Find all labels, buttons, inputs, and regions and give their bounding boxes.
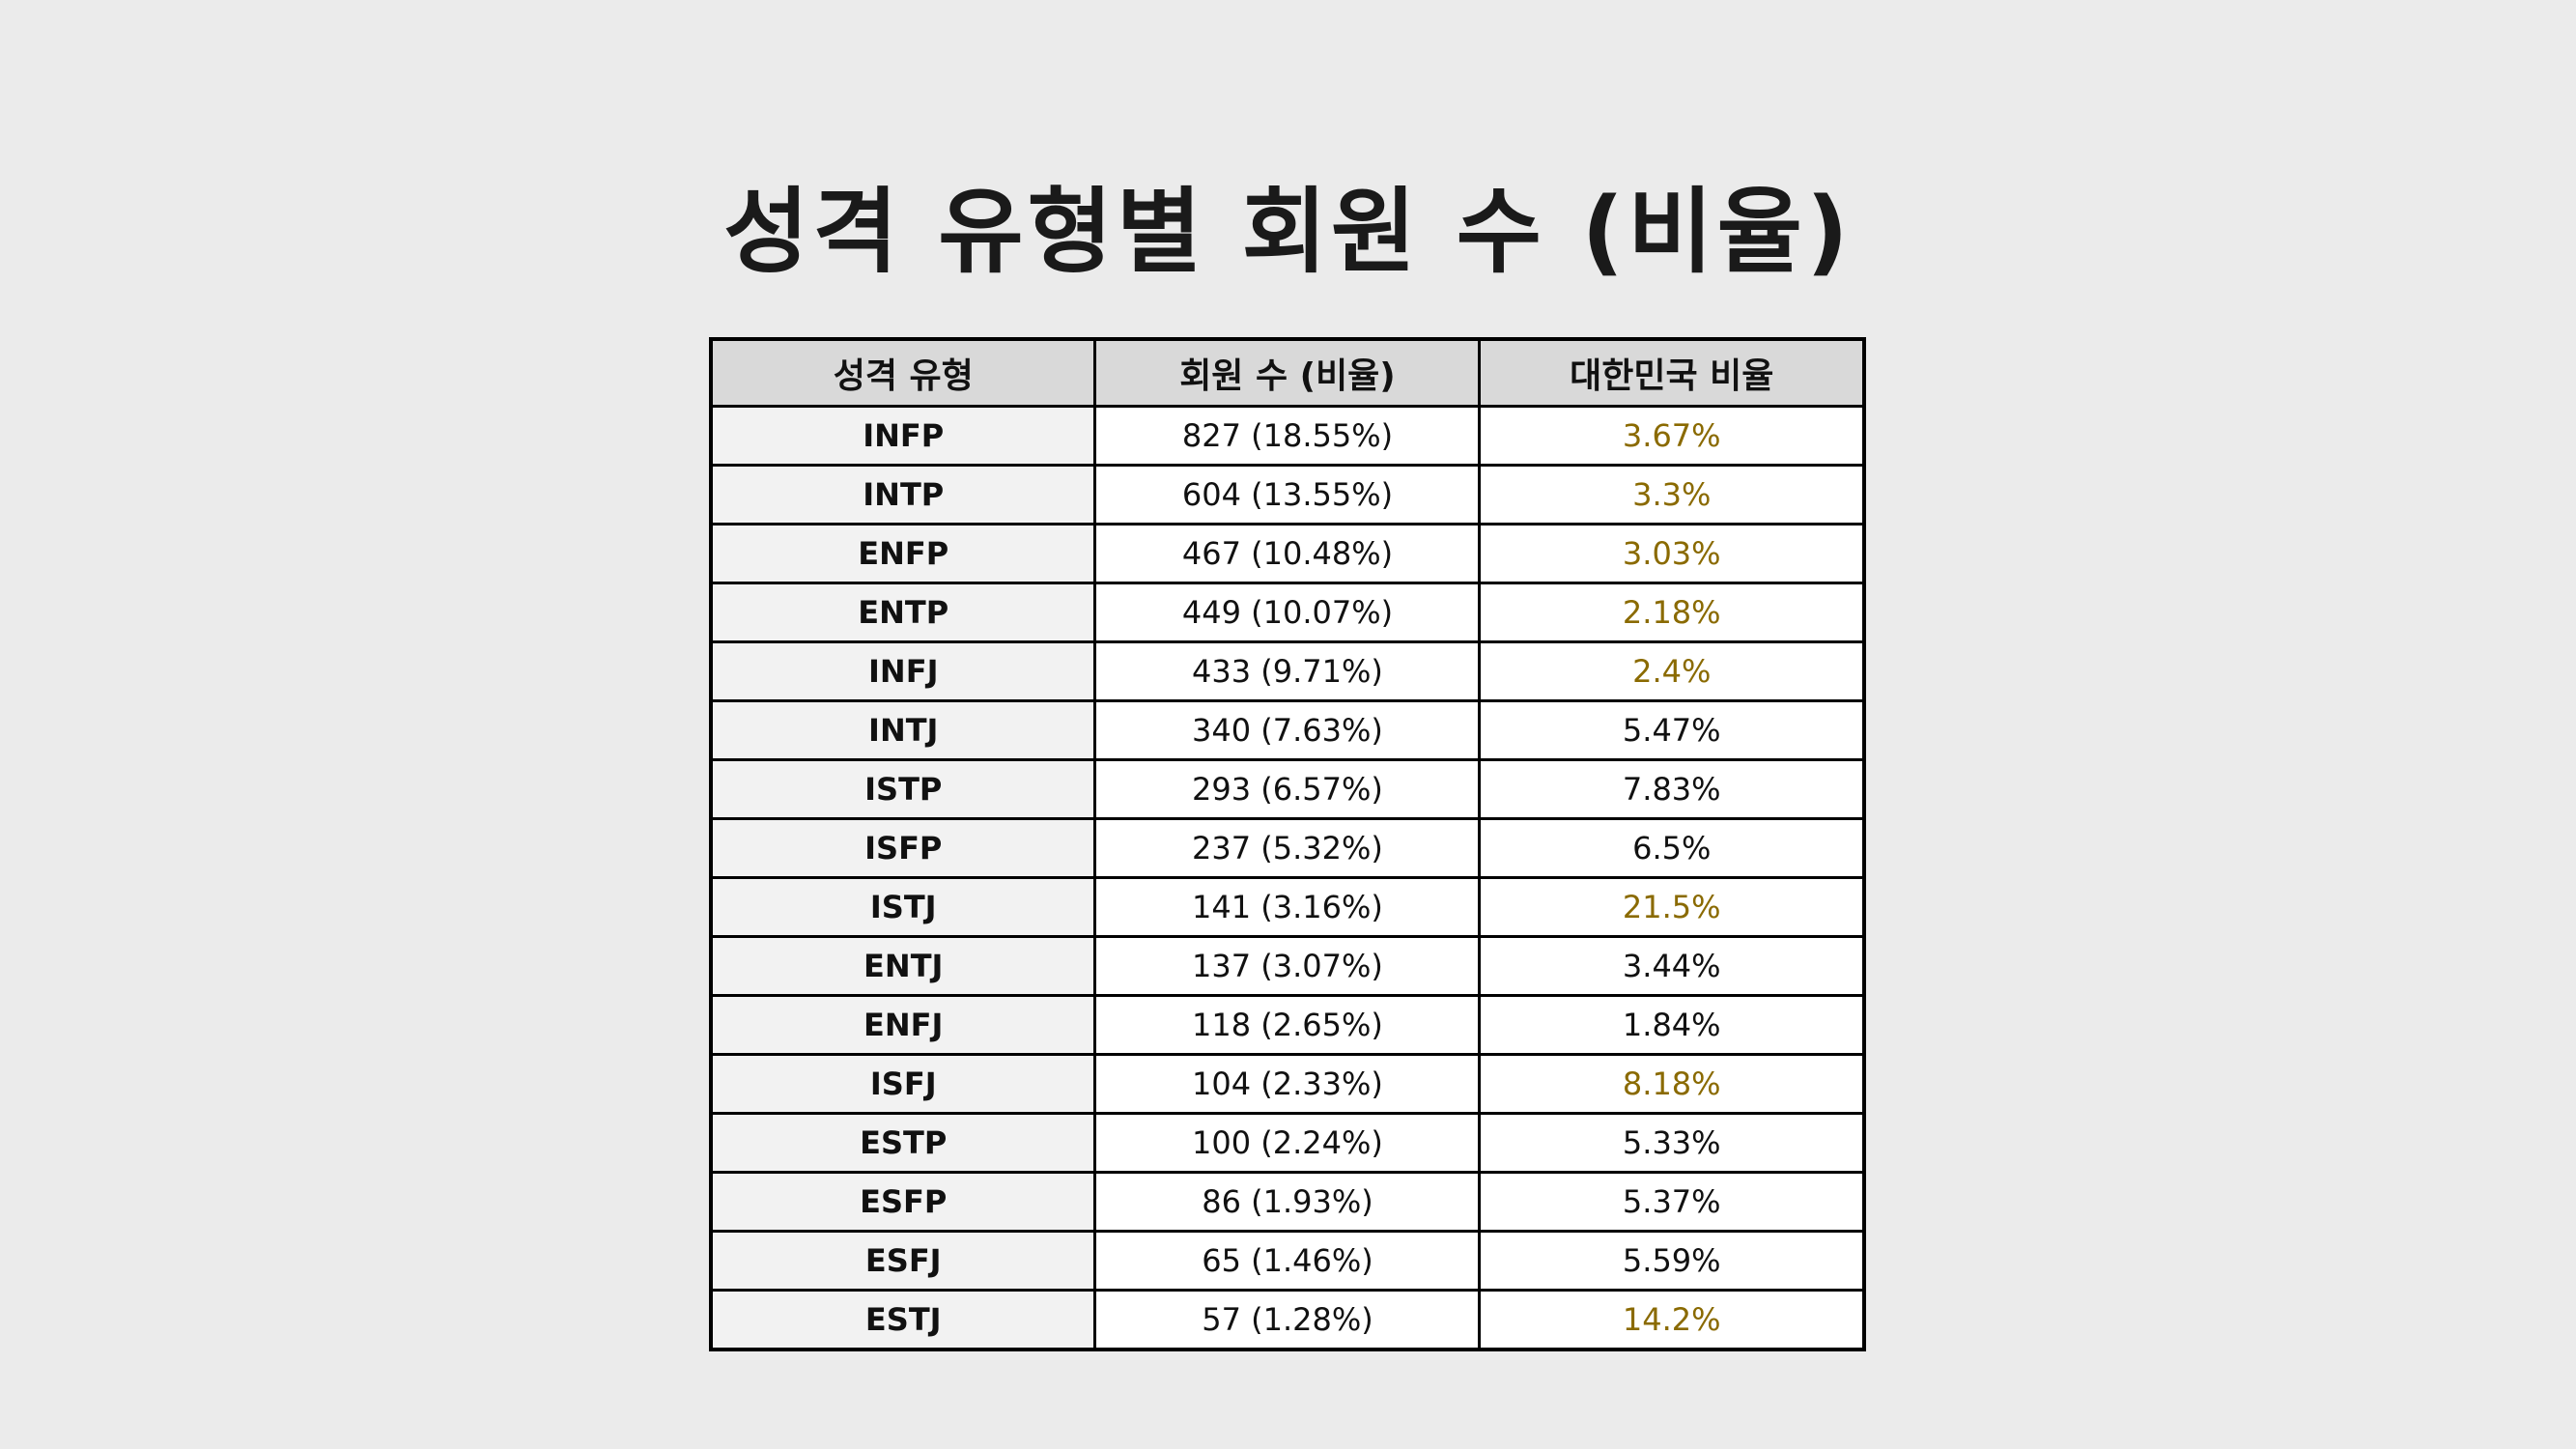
cell-type: ESFJ	[709, 1230, 1097, 1292]
cell-member-count: 86 (1.93%)	[1093, 1171, 1482, 1233]
cell-type: ESTJ	[709, 1289, 1097, 1351]
cell-korea-ratio: 3.3%	[1478, 464, 1866, 526]
cell-type: ESTP	[709, 1112, 1097, 1174]
cell-member-count: 65 (1.46%)	[1093, 1230, 1482, 1292]
cell-korea-ratio: 5.37%	[1478, 1171, 1866, 1233]
cell-member-count: 604 (13.55%)	[1093, 464, 1482, 526]
table-row: INTJ 340 (7.63%) 5.47%	[709, 699, 1866, 761]
table-row: ISTJ 141 (3.16%) 21.5%	[709, 876, 1866, 938]
cell-member-count: 449 (10.07%)	[1093, 582, 1482, 643]
table-row: ISFJ 104 (2.33%) 8.18%	[709, 1053, 1866, 1115]
table-row: ISTP 293 (6.57%) 7.83%	[709, 758, 1866, 820]
cell-korea-ratio: 3.03%	[1478, 523, 1866, 584]
cell-type: INFP	[709, 405, 1097, 467]
table-row: ENTP 449 (10.07%) 2.18%	[709, 582, 1866, 643]
cell-member-count: 141 (3.16%)	[1093, 876, 1482, 938]
header-type: 성격 유형	[709, 337, 1097, 408]
cell-korea-ratio: 7.83%	[1478, 758, 1866, 820]
cell-member-count: 827 (18.55%)	[1093, 405, 1482, 467]
cell-type: ISTJ	[709, 876, 1097, 938]
cell-type: ENFP	[709, 523, 1097, 584]
mbti-member-table: 성격 유형 회원 수 (비율) 대한민국 비율 INFP 827 (18.55%)…	[709, 337, 1866, 1351]
cell-korea-ratio: 2.4%	[1478, 640, 1866, 702]
cell-member-count: 237 (5.32%)	[1093, 817, 1482, 879]
header-korea-ratio: 대한민국 비율	[1478, 337, 1866, 408]
cell-korea-ratio: 1.84%	[1478, 994, 1866, 1056]
cell-korea-ratio: 5.33%	[1478, 1112, 1866, 1174]
cell-type: ENFJ	[709, 994, 1097, 1056]
table-row: INFJ 433 (9.71%) 2.4%	[709, 640, 1866, 702]
cell-member-count: 340 (7.63%)	[1093, 699, 1482, 761]
table-row: INTP 604 (13.55%) 3.3%	[709, 464, 1866, 526]
cell-korea-ratio: 14.2%	[1478, 1289, 1866, 1351]
table-row: ESTJ 57 (1.28%) 14.2%	[709, 1289, 1866, 1351]
cell-member-count: 137 (3.07%)	[1093, 935, 1482, 997]
table-body: INFP 827 (18.55%) 3.67% INTP 604 (13.55%) 3.3…	[709, 405, 1866, 1351]
cell-type: ISFP	[709, 817, 1097, 879]
table-row: ENTJ 137 (3.07%) 3.44%	[709, 935, 1866, 997]
cell-type: ISTP	[709, 758, 1097, 820]
cell-member-count: 293 (6.57%)	[1093, 758, 1482, 820]
table-header-row: 성격 유형 회원 수 (비율) 대한민국 비율	[709, 337, 1866, 408]
cell-type: INTJ	[709, 699, 1097, 761]
cell-member-count: 118 (2.65%)	[1093, 994, 1482, 1056]
table-row: ISFP 237 (5.32%) 6.5%	[709, 817, 1866, 879]
cell-member-count: 100 (2.24%)	[1093, 1112, 1482, 1174]
cell-korea-ratio: 6.5%	[1478, 817, 1866, 879]
table-row: ESTP 100 (2.24%) 5.33%	[709, 1112, 1866, 1174]
table-row: ENFP 467 (10.48%) 3.03%	[709, 523, 1866, 584]
table-row: INFP 827 (18.55%) 3.67%	[709, 405, 1866, 467]
cell-korea-ratio: 8.18%	[1478, 1053, 1866, 1115]
cell-korea-ratio: 3.44%	[1478, 935, 1866, 997]
table-row: ESFJ 65 (1.46%) 5.59%	[709, 1230, 1866, 1292]
cell-member-count: 57 (1.28%)	[1093, 1289, 1482, 1351]
cell-korea-ratio: 2.18%	[1478, 582, 1866, 643]
cell-type: ENTJ	[709, 935, 1097, 997]
cell-member-count: 433 (9.71%)	[1093, 640, 1482, 702]
cell-member-count: 104 (2.33%)	[1093, 1053, 1482, 1115]
cell-type: INFJ	[709, 640, 1097, 702]
page-title: 성격 유형별 회원 수 (비율)	[723, 178, 1853, 286]
cell-type: ESFP	[709, 1171, 1097, 1233]
table-row: ESFP 86 (1.93%) 5.37%	[709, 1171, 1866, 1233]
cell-member-count: 467 (10.48%)	[1093, 523, 1482, 584]
cell-type: INTP	[709, 464, 1097, 526]
cell-korea-ratio: 5.47%	[1478, 699, 1866, 761]
table-row: ENFJ 118 (2.65%) 1.84%	[709, 994, 1866, 1056]
cell-korea-ratio: 3.67%	[1478, 405, 1866, 467]
header-member-count: 회원 수 (비율)	[1093, 337, 1482, 408]
cell-korea-ratio: 5.59%	[1478, 1230, 1866, 1292]
cell-korea-ratio: 21.5%	[1478, 876, 1866, 938]
cell-type: ENTP	[709, 582, 1097, 643]
cell-type: ISFJ	[709, 1053, 1097, 1115]
